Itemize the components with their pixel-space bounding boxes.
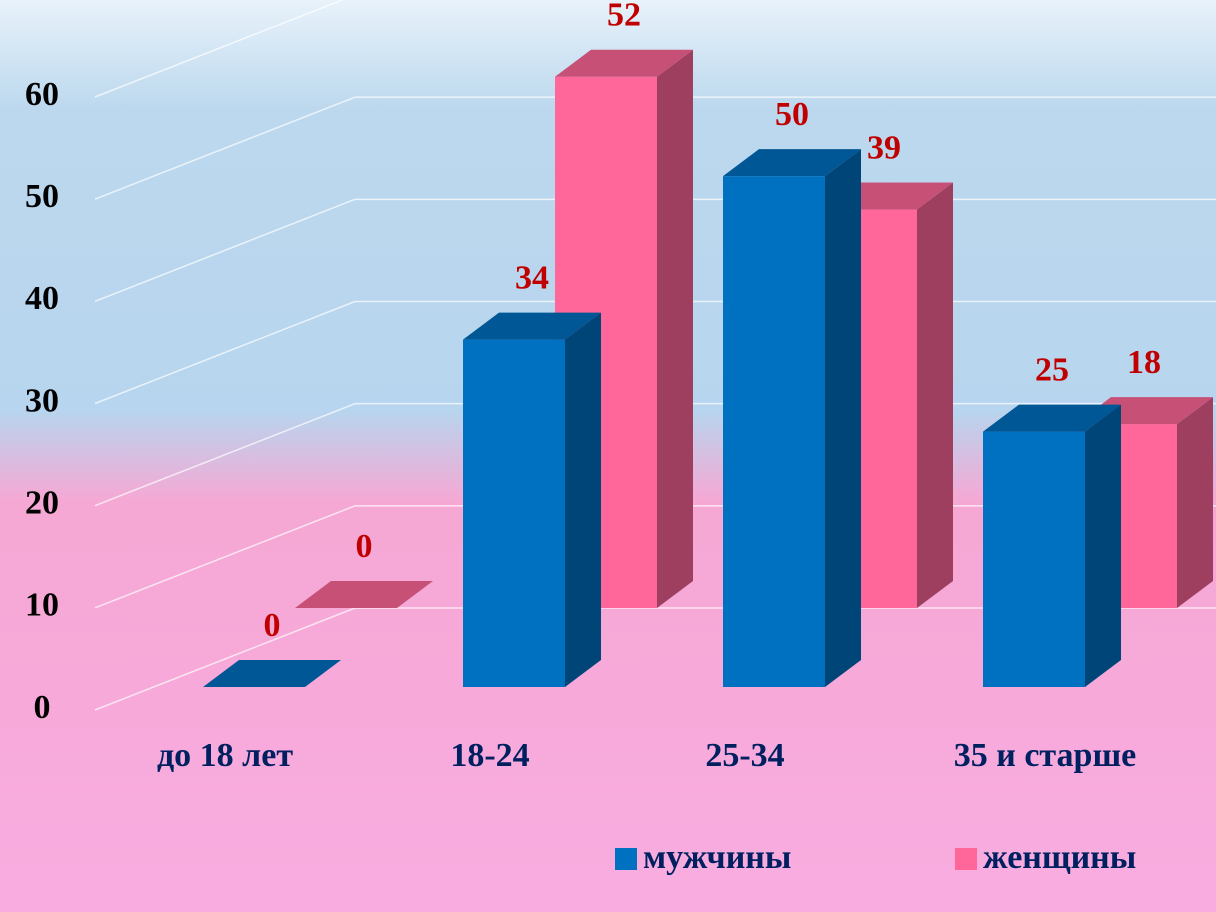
value-label: 0: [264, 607, 281, 644]
grid-line: [94, 198, 356, 303]
bar-top: [723, 149, 861, 177]
legend-label: женщины: [983, 839, 1136, 876]
bar-top: [295, 581, 433, 608]
legend-swatch: [955, 848, 977, 870]
bar-side: [825, 149, 861, 687]
grid-line: [94, 505, 356, 609]
bar-side: [657, 49, 693, 608]
x-tick-label: 35 и старше: [954, 737, 1137, 774]
value-label: 34: [515, 259, 549, 296]
bar-side: [565, 312, 601, 687]
grid-line: [94, 607, 356, 711]
grid-line: [94, 96, 356, 200]
legend-label: мужчины: [643, 839, 791, 876]
y-tick-label: 30: [25, 382, 59, 419]
x-tick-label: 18-24: [450, 737, 529, 774]
x-tick-label: до 18 лет: [157, 737, 293, 774]
grid-line: [94, 402, 356, 507]
bars: [203, 49, 1213, 687]
labels: 0 10 20 30 40 50 60 0 52 39 18 0 34 50 25 до 18 лет 18-2…: [25, 0, 1161, 876]
y-tick-label: 10: [25, 587, 59, 624]
value-label: 0: [356, 528, 373, 565]
bar-top: [983, 404, 1121, 432]
bar-top: [555, 49, 693, 77]
y-tick-label: 50: [25, 178, 59, 215]
x-tick-label: 25-34: [705, 737, 784, 774]
bar-side: [1085, 404, 1121, 687]
grid-line: [94, 300, 356, 405]
grid-line: [94, 0, 345, 98]
value-label: 50: [775, 96, 809, 133]
bar: [983, 431, 1085, 687]
value-label: 52: [607, 0, 641, 34]
bar-side: [1177, 397, 1213, 608]
bar-top: [463, 312, 601, 340]
bar: [463, 339, 565, 687]
y-tick-label: 0: [34, 689, 51, 726]
bar-top: [203, 660, 341, 687]
legend-swatch: [615, 848, 637, 870]
value-label: 39: [867, 129, 901, 166]
value-label: 18: [1127, 344, 1161, 381]
y-tick-label: 60: [25, 76, 59, 113]
y-tick-label: 20: [25, 484, 59, 521]
value-label: 25: [1035, 351, 1069, 388]
y-tick-label: 40: [25, 280, 59, 317]
bar-side: [917, 182, 953, 609]
bar: [723, 176, 825, 687]
